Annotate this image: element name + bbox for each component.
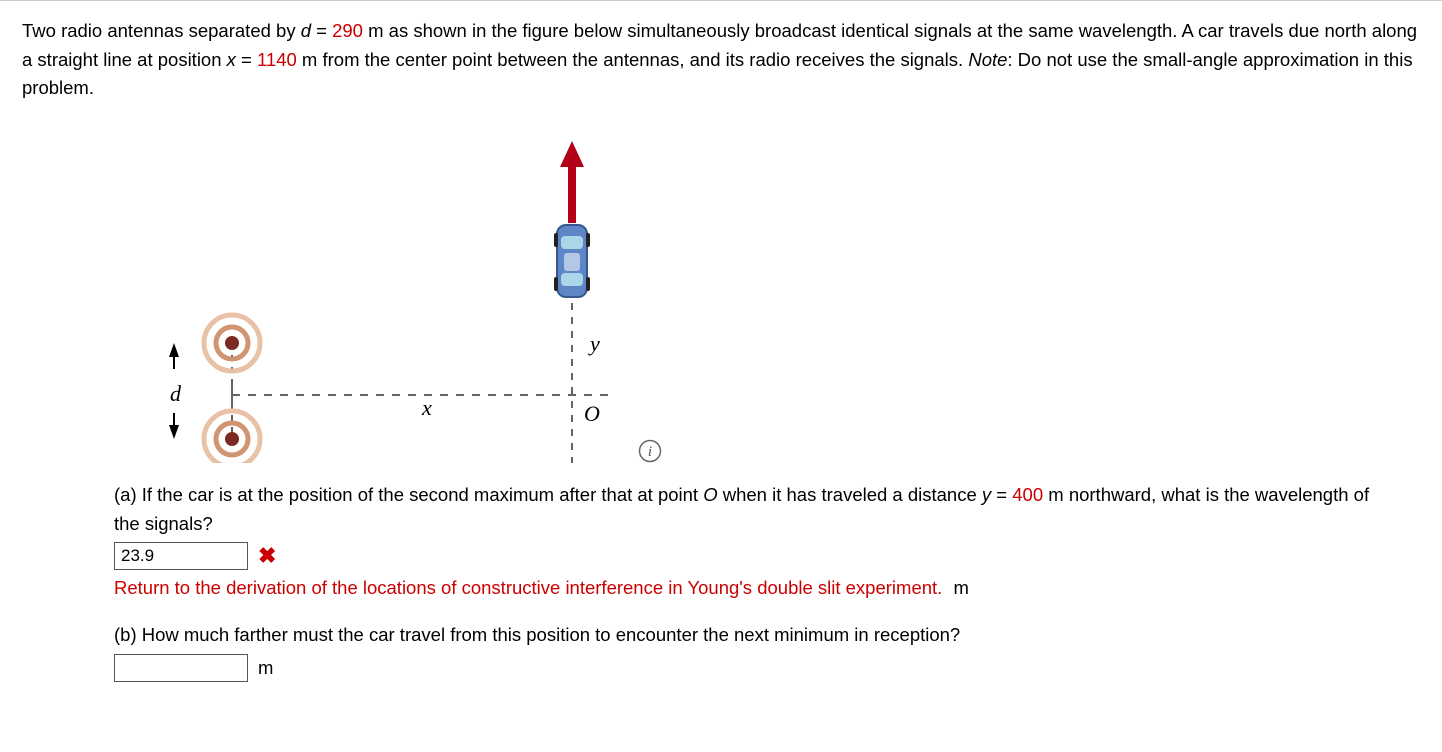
feedback-text: Return to the derivation of the location…	[114, 577, 942, 598]
eq-y: =	[991, 484, 1012, 505]
label-o: O	[584, 401, 600, 426]
eq1: =	[311, 20, 332, 41]
figure: d x y O i	[102, 133, 642, 463]
problem-statement: Two radio antennas separated by d = 290 …	[22, 17, 1420, 103]
subparts: (a) If the car is at the position of the…	[22, 481, 1420, 682]
part-a-unit: m	[953, 577, 968, 598]
eq2: =	[236, 49, 257, 70]
label-y: y	[588, 331, 600, 356]
part-a-feedback: Return to the derivation of the location…	[114, 574, 1390, 603]
info-icon[interactable]: i	[638, 439, 662, 463]
val-x: 1140	[257, 49, 297, 70]
part-a-answer-input[interactable]	[114, 542, 248, 570]
car-icon	[554, 225, 590, 297]
part-b-unit: m	[258, 654, 273, 683]
intro-t3: m from the center point between the ante…	[297, 49, 969, 70]
var-d: d	[301, 20, 311, 41]
part-a-text: (a) If the car is at the position of the…	[114, 481, 1390, 538]
part-a-t1: (a) If the car is at the position of the…	[114, 484, 703, 505]
part-a-t2: when it has traveled a distance	[718, 484, 982, 505]
part-b-answer-row: m	[114, 654, 1390, 683]
label-x: x	[421, 395, 432, 420]
part-b-answer-input[interactable]	[114, 654, 248, 682]
incorrect-icon: ✖	[258, 545, 276, 567]
info-glyph: i	[648, 444, 652, 460]
note-label: Note	[968, 49, 1007, 70]
part-b: (b) How much farther must the car travel…	[114, 621, 1390, 682]
var-y: y	[982, 484, 991, 505]
part-b-text: (b) How much farther must the car travel…	[114, 621, 1390, 650]
val-d: 290	[332, 20, 363, 41]
part-a-answer-row: ✖	[114, 542, 1390, 570]
label-d: d	[170, 381, 182, 406]
intro-text: Two radio antennas separated by	[22, 20, 301, 41]
var-o: O	[703, 484, 717, 505]
var-x: x	[227, 49, 236, 70]
part-a: (a) If the car is at the position of the…	[114, 481, 1390, 603]
val-y: 400	[1012, 484, 1043, 505]
